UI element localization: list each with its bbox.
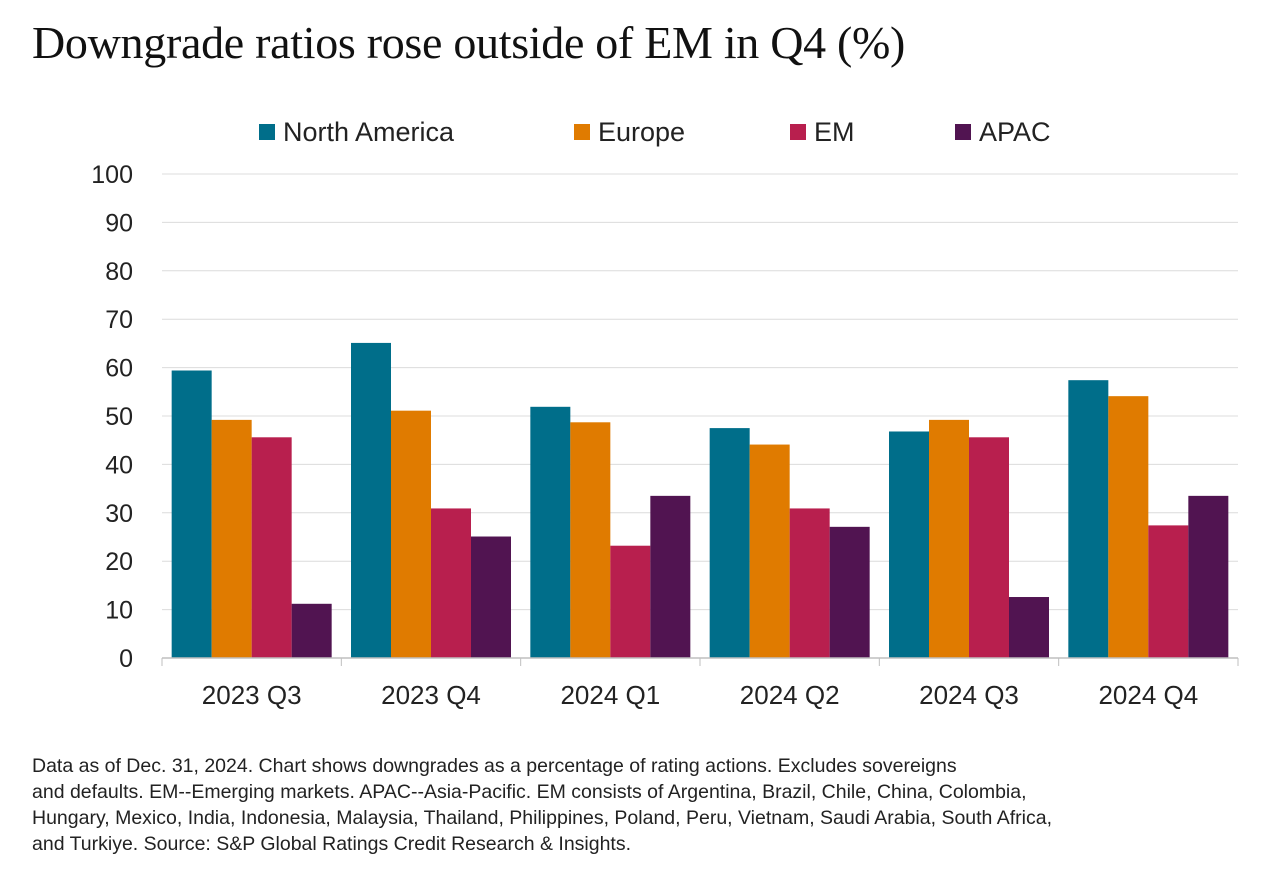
- legend-item-europe: Europe: [574, 112, 685, 152]
- bar-em-2024-q4: [1148, 525, 1189, 658]
- bar-north-america-2024-q2: [709, 428, 750, 658]
- bar-north-america-2023-q4: [351, 342, 391, 658]
- bar-europe-2024-q2: [749, 444, 790, 658]
- bar-north-america-2023-q3: [171, 370, 212, 658]
- bar-apac-2024-q4: [1188, 495, 1229, 658]
- x-tick-label-2023-q4: 2023 Q4: [381, 680, 481, 710]
- bar-em-2023-q4: [431, 508, 471, 658]
- legend-label-apac: APAC: [979, 116, 1051, 147]
- bar-apac-2023-q3: [291, 603, 332, 658]
- bar-apac-2023-q4: [471, 536, 511, 658]
- legend-swatch-em: [790, 124, 806, 140]
- bar-europe-2024-q3: [929, 419, 969, 658]
- y-tick-label-0: 0: [119, 645, 133, 673]
- bar-north-america-2024-q3: [889, 431, 929, 658]
- bar-europe-2024-q4: [1108, 396, 1149, 658]
- y-tick-label-70: 70: [105, 306, 133, 334]
- bar-europe-2023-q3: [211, 419, 252, 658]
- x-tick-label-2024-q4: 2024 Q4: [1098, 680, 1198, 710]
- legend-item-em: EM: [790, 112, 855, 152]
- legend-label-em: EM: [814, 116, 855, 147]
- chart-title: Downgrade ratios rose outside of EM in Q…: [32, 17, 906, 68]
- bar-apac-2024-q2: [829, 526, 870, 658]
- y-tick-label-60: 60: [105, 355, 133, 383]
- chart-legend: North America Europe EM APAC: [0, 112, 1280, 152]
- bar-north-america-2024-q4: [1068, 380, 1109, 658]
- y-tick-label-30: 30: [105, 500, 133, 528]
- legend-swatch-north-america: [259, 124, 275, 140]
- legend-item-apac: APAC: [955, 112, 1051, 152]
- x-tick-label-2024-q1: 2024 Q1: [560, 680, 660, 710]
- legend-swatch-europe: [574, 124, 590, 140]
- x-tick-label-2024-q3: 2024 Q3: [919, 680, 1019, 710]
- y-tick-label-80: 80: [105, 258, 133, 286]
- legend-label-europe: Europe: [598, 116, 686, 147]
- bar-apac-2024-q3: [1009, 597, 1049, 658]
- bar-apac-2024-q1: [650, 495, 691, 658]
- x-tick-label-2024-q2: 2024 Q2: [740, 680, 840, 710]
- y-tick-label-10: 10: [105, 597, 133, 625]
- legend-label-north-america: North America: [283, 116, 455, 147]
- y-tick-label-50: 50: [105, 403, 133, 431]
- chart-footnote: Data as of Dec. 31, 2024. Chart shows do…: [32, 755, 1053, 855]
- bar-europe-2023-q4: [391, 410, 431, 658]
- legend-swatch-apac: [955, 124, 971, 140]
- bar-em-2023-q3: [251, 437, 292, 658]
- y-tick-label-20: 20: [105, 548, 133, 576]
- legend-item-north-america: North America: [259, 112, 454, 152]
- bar-em-2024-q2: [789, 508, 830, 658]
- y-tick-label-40: 40: [105, 451, 133, 479]
- bar-em-2024-q1: [610, 545, 651, 658]
- bar-chart: 0 10 20 30 40 50 60 70 80 90 100 2023 Q3 2023 Q4 2024…: [91, 161, 1239, 710]
- y-tick-label-100: 100: [91, 161, 133, 189]
- bar-north-america-2024-q1: [530, 406, 571, 658]
- bar-europe-2024-q1: [570, 422, 611, 658]
- bar-em-2024-q3: [969, 437, 1009, 658]
- x-tick-label-2023-q3: 2023 Q3: [202, 680, 302, 710]
- y-tick-label-90: 90: [105, 209, 133, 237]
